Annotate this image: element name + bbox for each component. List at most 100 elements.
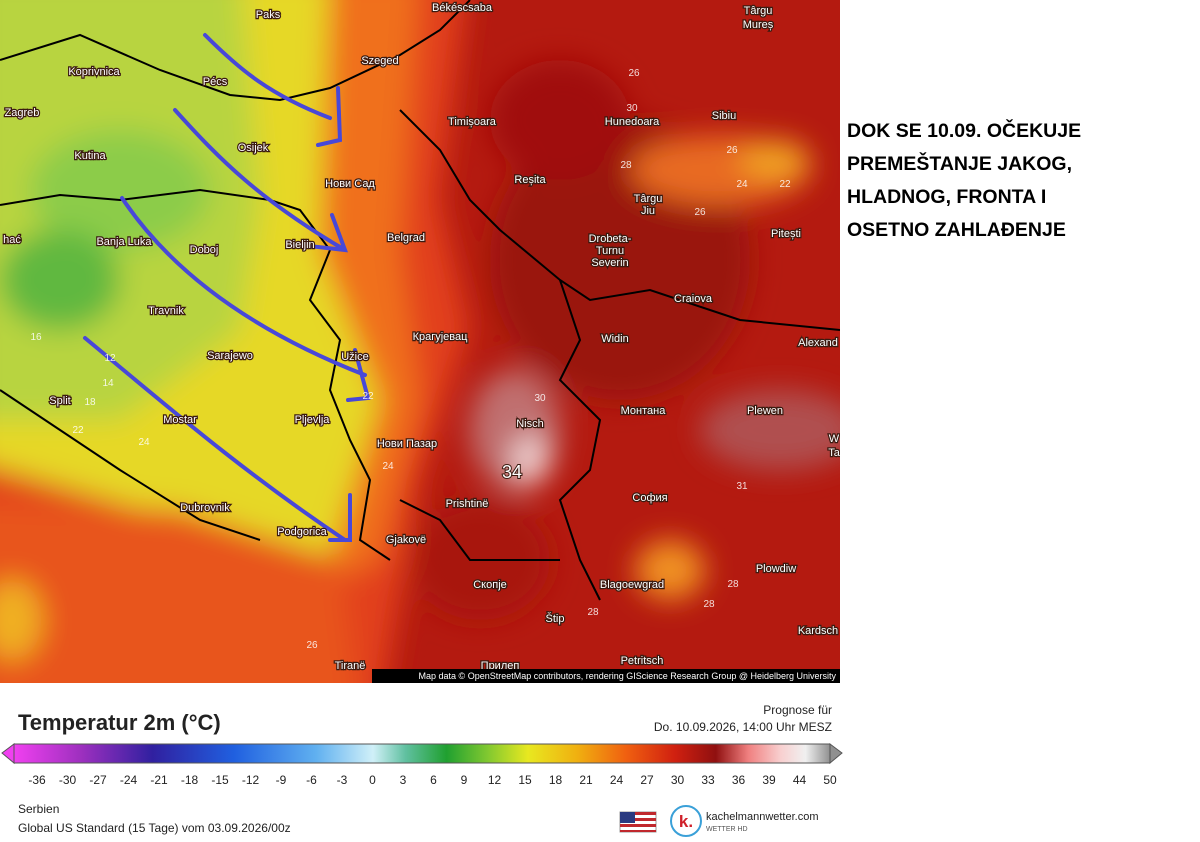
city-label: Belgrad <box>387 232 425 244</box>
colorbar-tick-label: 12 <box>488 773 502 787</box>
colorbar-tick-label: -6 <box>306 773 317 787</box>
city-label: Užice <box>341 351 369 363</box>
city-label: Travnik <box>148 305 184 317</box>
city-label: Скопје <box>473 579 507 591</box>
forecast-time: Do. 10.09.2026, 14:00 Uhr MESZ <box>654 720 832 734</box>
city-labels: Paks Békéscsaba Târgu Mureș Koprivnica Pécs Sz… <box>2 1 841 674</box>
contour-label: 26 <box>726 145 738 156</box>
city-label: Osijek <box>238 142 269 154</box>
logo: k. <box>679 812 693 831</box>
colorbar-tick-label: 9 <box>461 773 468 787</box>
city-label: Монтана <box>621 405 667 417</box>
attribution-box <box>372 669 840 683</box>
city-label: Alexand <box>798 337 838 349</box>
city-label: Plewen <box>747 405 783 417</box>
city-label: Jiu <box>641 205 655 217</box>
contour-label: 28 <box>727 579 739 590</box>
city-label: Nisch <box>516 418 544 430</box>
city-label: Zagreb <box>5 107 40 119</box>
annotation-line: DOK SE 10.09. OČEKUJE <box>847 118 1081 142</box>
city-label: W <box>829 433 840 445</box>
contour-label: 30 <box>534 393 546 404</box>
flag <box>619 811 657 833</box>
contour-label: 12 <box>104 353 116 364</box>
city-label: Нови Сад <box>325 178 375 190</box>
colorbar-tick-label: 15 <box>518 773 532 787</box>
colorbar-right <box>829 743 843 765</box>
colorbar-tick-label: 18 <box>549 773 563 787</box>
colorbar-tick-label: -3 <box>337 773 348 787</box>
colorbar-tick-label: 50 <box>823 773 837 787</box>
city-label: Drobeta- <box>589 233 632 245</box>
contour-label: 26 <box>628 68 640 79</box>
city-label: Mostar <box>163 414 197 426</box>
city-label: София <box>632 492 667 504</box>
annotation: DOK SE 10.09. OČEKUJE PREMEŠTANJE JAKOG, H… <box>847 118 1081 241</box>
contour-label: 26 <box>306 640 318 651</box>
colorbar-tick-label: 30 <box>671 773 685 787</box>
city-label: Prishtinë <box>446 498 489 510</box>
city-label: Podgorica <box>277 526 327 538</box>
colorbar-tick-label: 6 <box>430 773 437 787</box>
city-label: Sibiu <box>712 110 736 122</box>
contour-label: 24 <box>736 179 748 190</box>
colorbar-tick-label: 36 <box>732 773 746 787</box>
colorbar <box>13 743 831 764</box>
contour-label: 28 <box>587 607 599 618</box>
annotation-line: PREMEŠTANJE JAKOG, <box>847 151 1072 175</box>
city-label: Timișoara <box>448 116 497 128</box>
city-label: Dubrovnik <box>180 502 230 514</box>
city-label: Kardsch <box>798 625 838 637</box>
city-label: Sarajewo <box>207 350 253 362</box>
colorbar-tick-label: -12 <box>242 773 260 787</box>
city-label: Крагујевац <box>413 331 469 343</box>
city-label: Békéscsaba <box>432 2 493 14</box>
logo-ring <box>670 805 702 837</box>
city-label: Banja Luka <box>96 236 152 248</box>
annotation-line: OSETNO ZAHLAĐENJE <box>847 219 1066 241</box>
city-label: Reșita <box>514 174 546 186</box>
colorbar-tick-label: -9 <box>276 773 287 787</box>
colorbar-tick-label: -15 <box>211 773 229 787</box>
colorbar-tick-label: -36 <box>28 773 46 787</box>
city-label: Split <box>49 395 70 407</box>
colorbar-tick-label: 27 <box>640 773 654 787</box>
city-label: Pécs <box>203 76 228 88</box>
city-label: Plowdiw <box>756 563 796 575</box>
city-label: Bieljin <box>285 239 314 251</box>
model: Global US Standard (15 Tage) vom 03.09.2… <box>18 821 291 835</box>
city-label: Turnu <box>596 245 624 257</box>
contour-label: 31 <box>736 481 748 492</box>
region: Serbien <box>18 802 59 816</box>
contour-label: 24 <box>138 437 150 448</box>
city-label: Kutina <box>74 150 106 162</box>
contour-label: 22 <box>779 179 791 190</box>
contour-label: 18 <box>84 397 96 408</box>
city-label: Blagoewgrad <box>600 579 664 591</box>
city-label: hać <box>3 234 21 246</box>
colorbar-tick-label: -27 <box>89 773 107 787</box>
attribution: Map data © OpenStreetMap contributors, r… <box>419 671 837 681</box>
colorbar-tick-label: 3 <box>400 773 407 787</box>
contour-label: 26 <box>694 207 706 218</box>
annotation-line: HLADNOG, FRONTA I <box>847 186 1046 208</box>
front-lines <box>83 33 371 542</box>
contour-label: 16 <box>30 332 42 343</box>
city-label: Štip <box>546 612 565 625</box>
forecast-label: Prognose für <box>763 703 832 717</box>
colorbar-tick-label: -21 <box>150 773 168 787</box>
contour-label: 22 <box>72 425 84 436</box>
city-label: Ta <box>828 447 841 459</box>
city-label: Severin <box>591 257 628 269</box>
colorbar-tick-label: 24 <box>610 773 624 787</box>
contour-label: 22 <box>362 391 374 402</box>
city-label: Paks <box>256 9 281 21</box>
max-temperature: 34 <box>502 462 522 482</box>
brand-sub: WETTER HD <box>706 826 748 833</box>
colorbar-tick-label: -30 <box>59 773 77 787</box>
colorbar-tick-label: 21 <box>579 773 593 787</box>
brand: kachelmannwetter.com <box>706 811 819 823</box>
legend-title: Temperatur 2m (°C) <box>18 710 221 735</box>
city-label: Pitești <box>771 228 801 240</box>
